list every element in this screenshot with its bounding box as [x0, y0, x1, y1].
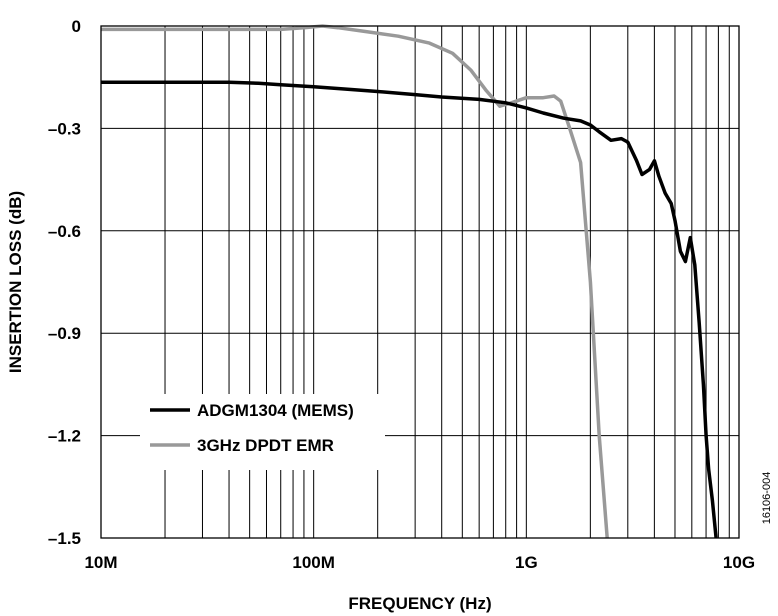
- x-tick-labels: 10M 100M 1G 10G: [84, 553, 755, 572]
- x-tick-label: 10M: [84, 553, 117, 572]
- x-axis-title: FREQUENCY (Hz): [348, 594, 491, 613]
- legend-label-dpdt-emr: 3GHz DPDT EMR: [197, 436, 334, 455]
- x-tick-label: 10G: [723, 553, 755, 572]
- y-tick-labels: 0 –0.3 –0.6 –0.9 –1.2 –1.5: [48, 17, 81, 548]
- grid: [101, 26, 739, 538]
- y-tick-label: –1.5: [48, 529, 81, 548]
- y-tick-label: –0.6: [48, 222, 81, 241]
- y-tick-label: 0: [72, 17, 81, 36]
- y-tick-label: –1.2: [48, 427, 81, 446]
- y-tick-label: –0.9: [48, 324, 81, 343]
- y-tick-label: –0.3: [48, 119, 81, 138]
- plot-frame: [100, 25, 740, 539]
- x-tick-label: 100M: [292, 553, 335, 572]
- legend-label-adgm1304: ADGM1304 (MEMS): [197, 401, 354, 420]
- y-axis-title: INSERTION LOSS (dB): [6, 191, 25, 373]
- series-line-adgm1304: [101, 80, 718, 538]
- x-tick-label: 1G: [515, 553, 538, 572]
- figure-id: 16106-004: [761, 472, 773, 525]
- legend: ADGM1304 (MEMS) 3GHz DPDT EMR: [140, 394, 385, 470]
- legend-box: [140, 394, 385, 470]
